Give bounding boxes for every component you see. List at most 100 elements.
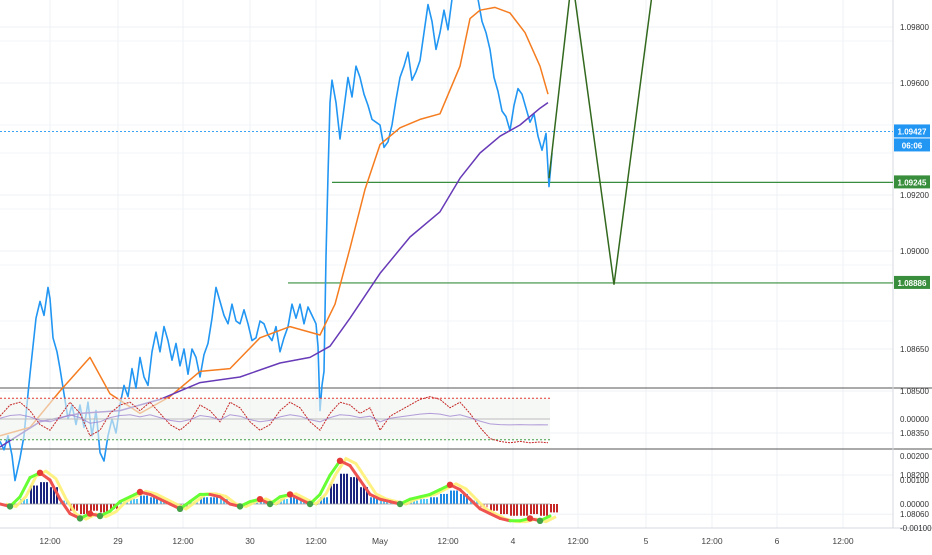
histogram-bar xyxy=(416,500,418,504)
histogram-bar xyxy=(436,497,438,504)
histogram-bar xyxy=(380,500,382,504)
histogram-bar xyxy=(80,504,82,515)
histogram-bar xyxy=(440,493,442,504)
price-level-tag-label: 1.08886 xyxy=(898,279,927,288)
countdown-tag xyxy=(894,138,930,152)
histogram-bar xyxy=(76,504,78,511)
price-axis-tick-label: 1.09600 xyxy=(900,79,929,88)
histogram-bar xyxy=(256,502,258,504)
grid-layer xyxy=(0,0,893,528)
histogram-bar xyxy=(153,497,155,504)
histogram-bar xyxy=(100,504,102,513)
histogram-bar xyxy=(213,497,215,504)
histogram-line-segment xyxy=(468,497,482,511)
histogram-line-segment xyxy=(428,488,442,496)
histogram-bar xyxy=(476,500,478,504)
histogram-turn-dot xyxy=(266,500,274,508)
price-level-tag-label: 1.09245 xyxy=(898,178,927,187)
histogram-turn-dot xyxy=(136,488,144,496)
histogram-bar xyxy=(33,485,35,504)
histogram-bar xyxy=(433,497,435,504)
histogram-turn-dot xyxy=(76,515,84,522)
histogram-turn-dot xyxy=(96,512,104,520)
histogram-bar xyxy=(376,497,378,504)
histogram-bar xyxy=(520,504,522,516)
histogram-bar xyxy=(523,504,525,516)
histogram-turn-dot xyxy=(86,510,94,517)
histogram-turn-dot xyxy=(396,500,404,508)
time-axis-label: 4 xyxy=(511,536,516,546)
histogram-bar xyxy=(106,504,108,513)
time-axis-label: 12:00 xyxy=(832,536,854,546)
price-level-tag xyxy=(894,175,930,189)
histogram-bar xyxy=(290,497,292,504)
histogram-bar xyxy=(36,485,38,504)
histogram-bar xyxy=(470,500,472,504)
histogram-line-segment xyxy=(58,497,72,516)
histogram-line-segment xyxy=(208,492,222,499)
histogram-bar xyxy=(30,485,32,504)
histogram-bar xyxy=(456,490,458,504)
histogram-bar xyxy=(336,483,338,504)
histogram-bar xyxy=(420,498,422,504)
histogram-bar xyxy=(93,504,95,511)
histogram-line-segment xyxy=(478,507,492,516)
histogram-bar xyxy=(506,504,508,515)
histogram-bar xyxy=(516,504,518,516)
histogram-bar xyxy=(296,497,298,504)
histogram-bar xyxy=(353,477,355,504)
time-axis-label: 12:00 xyxy=(437,536,459,546)
histogram-bar xyxy=(210,497,212,504)
histogram-bar xyxy=(330,483,332,504)
histogram-bar xyxy=(110,504,112,510)
histogram-bar xyxy=(503,504,505,515)
price-level-tag-label: 1.09427 xyxy=(898,127,927,136)
histogram-bar xyxy=(373,497,375,504)
ema-fast-line xyxy=(0,6,549,437)
histogram-bar xyxy=(156,497,158,504)
histogram-axis-label: -0.00100 xyxy=(900,524,932,533)
histogram-bar xyxy=(490,504,492,511)
histogram-bar xyxy=(146,495,148,504)
histogram-bar xyxy=(510,504,512,516)
time-axis-label: 12:00 xyxy=(305,536,327,546)
histogram-bar xyxy=(513,504,515,516)
histogram-bar xyxy=(426,498,428,504)
histogram-turn-dot xyxy=(256,496,264,503)
oscillator-layer xyxy=(0,396,550,444)
histogram-bar xyxy=(443,493,445,504)
histogram-bar xyxy=(286,498,288,504)
histogram-line-segment xyxy=(408,495,422,501)
histogram-bar xyxy=(343,473,345,504)
histogram-bar xyxy=(190,502,192,504)
time-axis-label: 30 xyxy=(245,536,255,546)
histogram-bar xyxy=(130,498,132,504)
histogram-turn-dot xyxy=(526,515,534,522)
time-axis-label: 12:00 xyxy=(567,536,589,546)
histogram-bar xyxy=(50,487,52,504)
histogram-bar xyxy=(126,502,128,504)
time-axis-label: 5 xyxy=(644,536,649,546)
oscillator-line xyxy=(0,396,549,444)
histogram-bar xyxy=(200,497,202,504)
histogram-bar xyxy=(430,497,432,504)
histogram-bar xyxy=(63,500,65,504)
histogram-bar xyxy=(220,498,222,504)
price-axis-tick-label: 1.09000 xyxy=(900,247,929,256)
histogram-turn-dot xyxy=(306,500,314,508)
histogram-bar xyxy=(550,504,552,513)
histogram-bar xyxy=(206,497,208,504)
histogram-axis-label: 0.00100 xyxy=(900,476,929,485)
countdown-label: 06:06 xyxy=(902,141,923,150)
price-axis-tick-label: 1.08650 xyxy=(900,345,929,354)
histogram-bar xyxy=(460,493,462,504)
histogram-turn-dot xyxy=(176,505,184,512)
histogram-bar xyxy=(196,502,198,504)
histogram-bar xyxy=(203,497,205,504)
histogram-turn-dot xyxy=(236,503,244,510)
histogram-line-segment xyxy=(108,500,122,513)
histogram-bar xyxy=(546,504,548,516)
histogram-bar xyxy=(43,482,45,504)
histogram-line-segment xyxy=(458,488,472,501)
